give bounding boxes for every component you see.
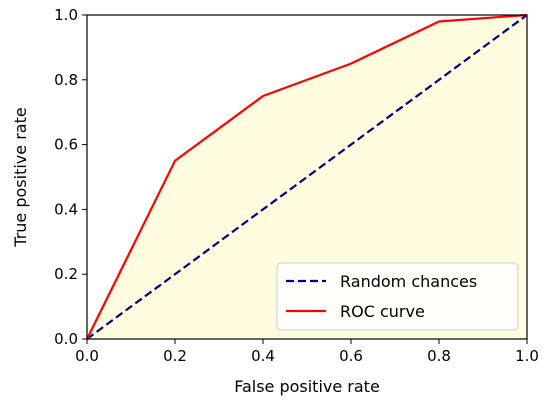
legend-label-random-chances: Random chances (340, 272, 477, 291)
legend-box (276, 262, 519, 331)
x-axis-ticks: 0.0 0.2 0.4 0.6 0.8 1.0 (75, 339, 539, 365)
y-tick-label: 1.0 (54, 6, 78, 24)
y-axis-ticks: 0.0 0.2 0.4 0.6 0.8 1.0 (54, 6, 87, 348)
x-tick-label: 0.2 (163, 347, 187, 365)
legend: Random chances ROC curve (276, 262, 519, 331)
legend-label-roc-curve: ROC curve (340, 302, 425, 321)
x-tick-label: 1.0 (515, 347, 539, 365)
plot-frame (86, 14, 528, 340)
x-axis-label: False positive rate (234, 377, 380, 396)
random-chances-line (86, 14, 528, 340)
x-tick-label: 0.6 (339, 347, 363, 365)
y-tick-label: 0.4 (54, 200, 78, 218)
y-tick-label: 0.2 (54, 265, 78, 283)
x-tick-label: 0.0 (75, 347, 99, 365)
y-tick-label: 0.8 (54, 71, 78, 89)
y-tick-label: 0.0 (54, 330, 78, 348)
x-tick-label: 0.4 (251, 347, 275, 365)
y-axis-label: True positive rate (11, 107, 30, 247)
x-tick-label: 0.8 (427, 347, 451, 365)
y-tick-label: 0.6 (54, 136, 78, 154)
roc-curve-line (86, 13, 528, 340)
